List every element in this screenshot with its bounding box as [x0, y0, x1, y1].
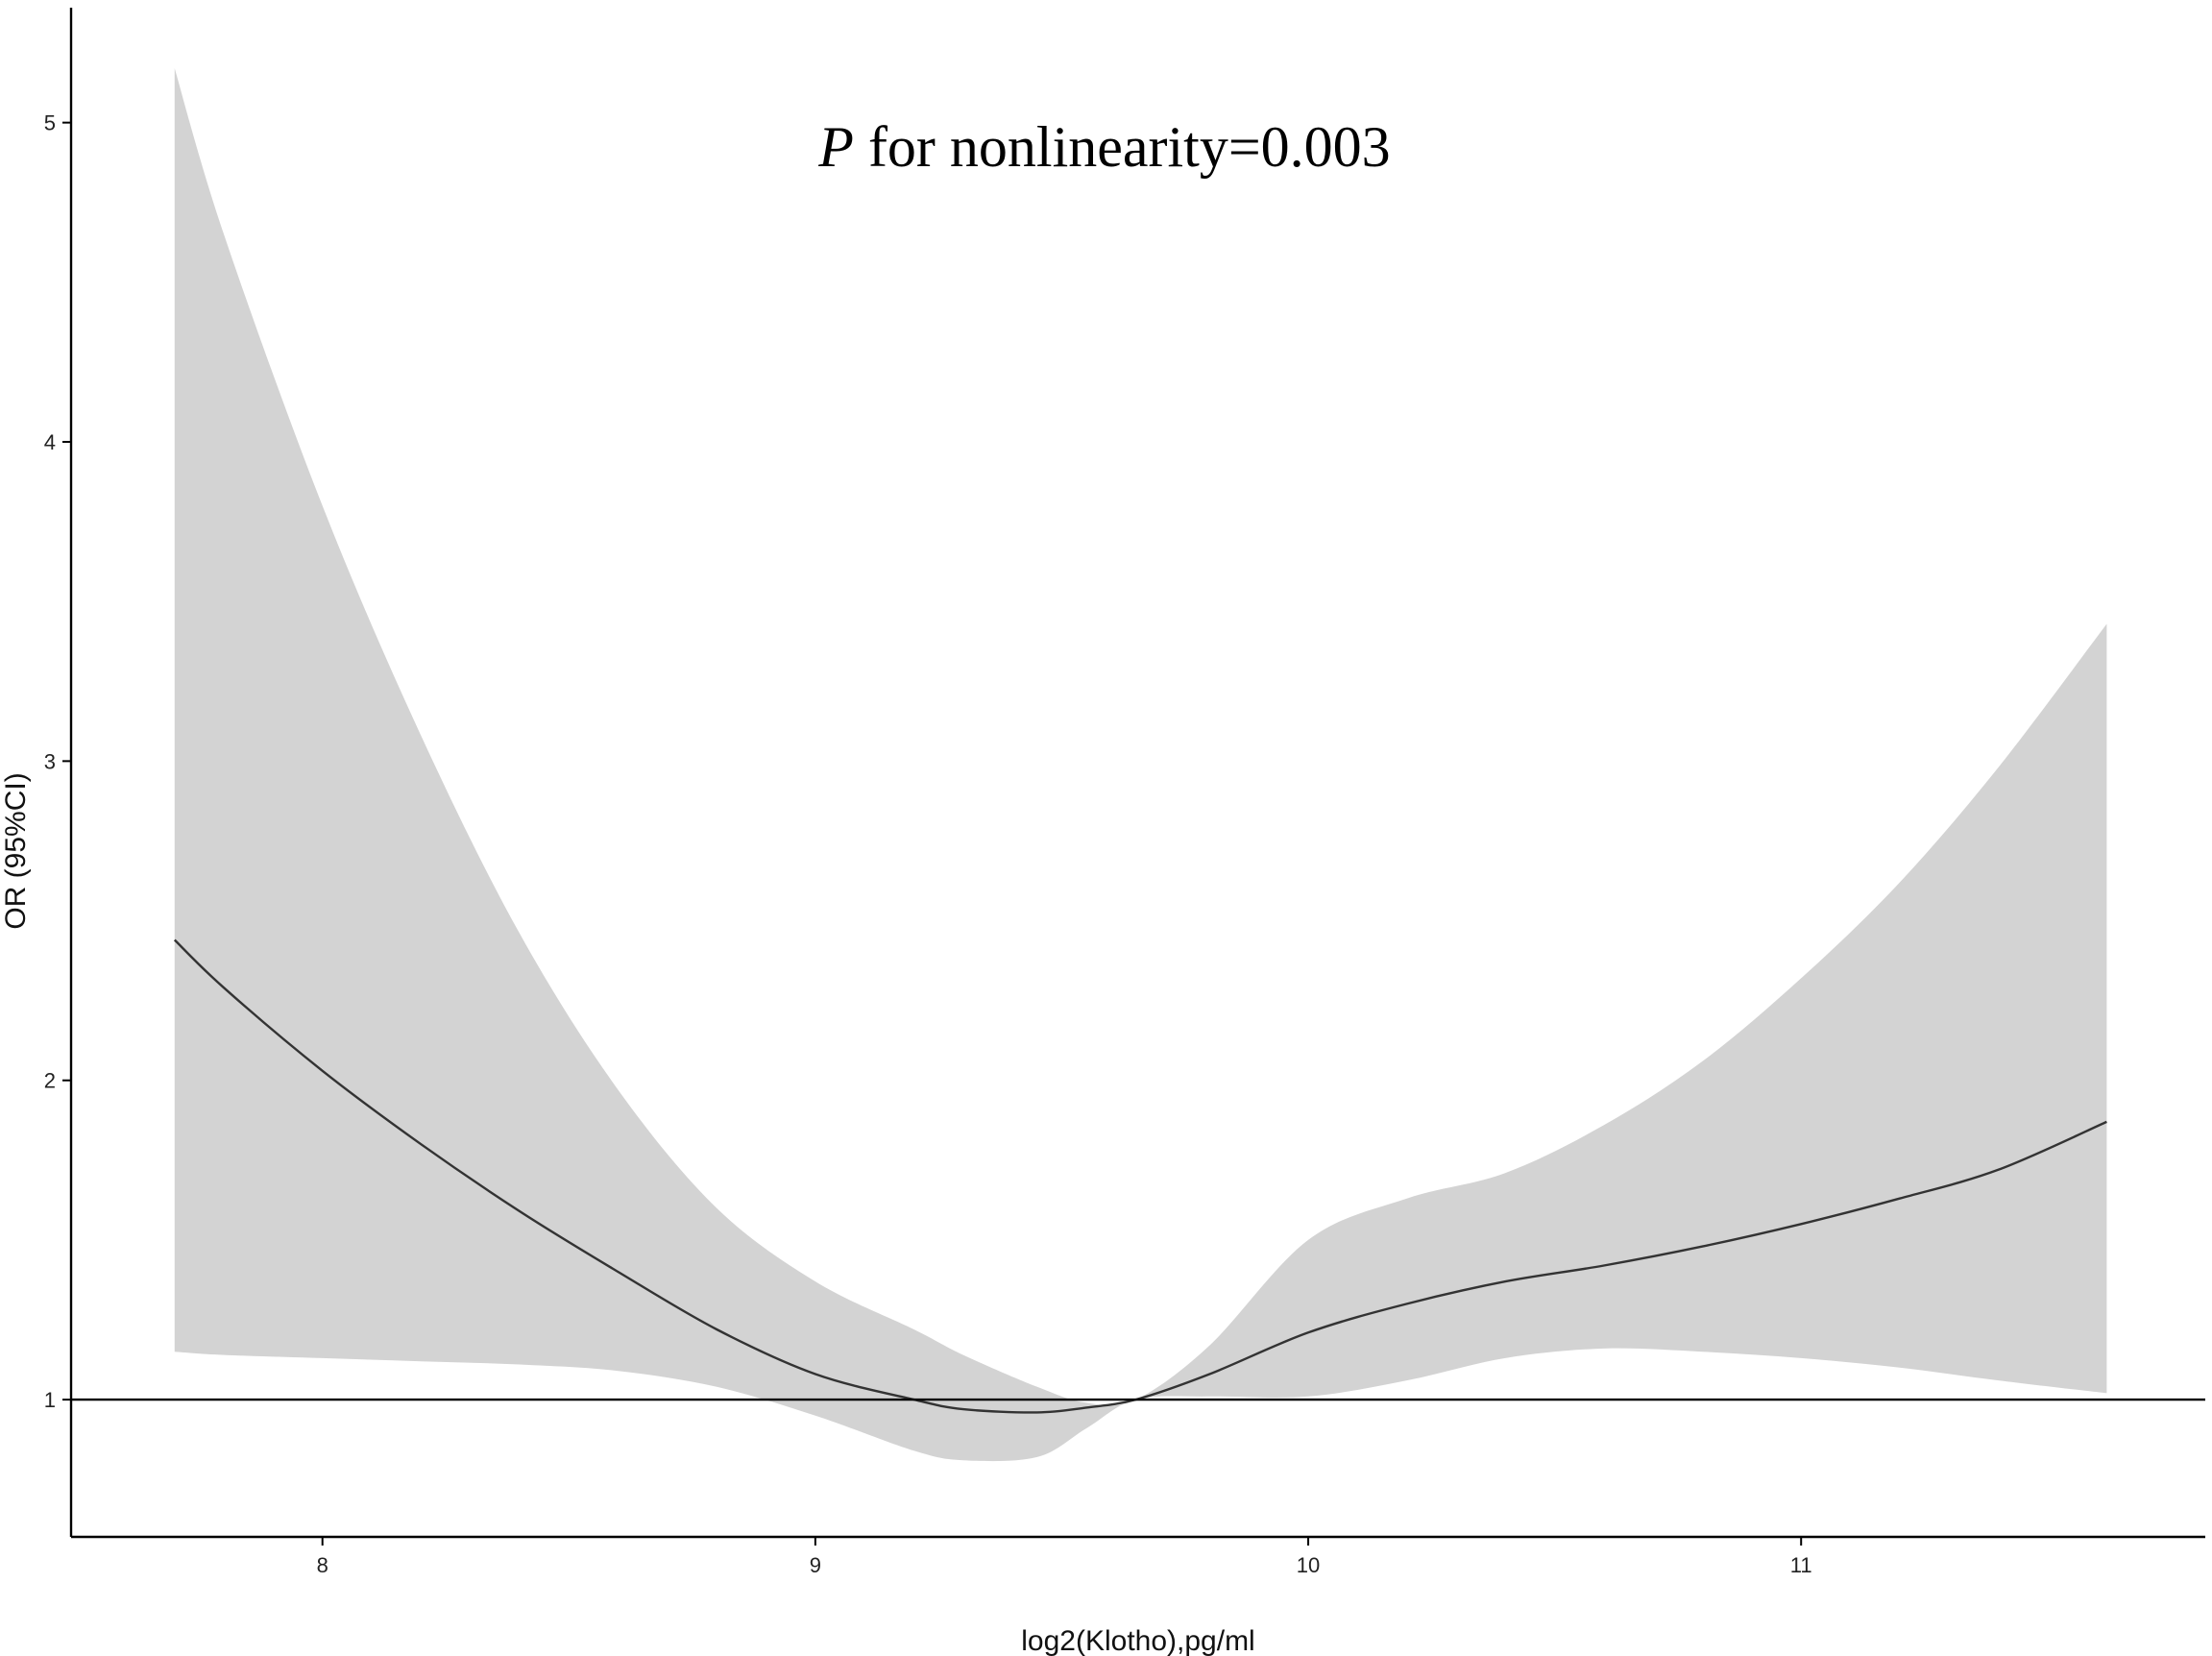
y-axis-title: OR (95%CI): [0, 772, 32, 929]
y-tick-label: 4: [44, 430, 56, 454]
x-tick-label: 9: [810, 1553, 821, 1577]
x-tick-label: 11: [1790, 1553, 1812, 1577]
y-tick-label: 2: [44, 1069, 56, 1093]
x-tick-label: 8: [317, 1553, 328, 1577]
x-tick-label: 10: [1297, 1553, 1320, 1577]
y-tick-label: 3: [44, 749, 56, 773]
confidence-band: [174, 68, 2107, 1462]
or-curve: [173, 938, 2107, 1414]
y-tick-label: 5: [44, 111, 56, 135]
nonlinearity-annotation: P for nonlinearity=0.003: [817, 115, 1390, 179]
y-tick-label: 1: [44, 1388, 56, 1412]
confidence-band-layer: [174, 68, 2107, 1462]
x-axis-title: log2(Klotho),pg/ml: [1021, 1625, 1254, 1656]
or-line-layer: [173, 938, 2107, 1414]
